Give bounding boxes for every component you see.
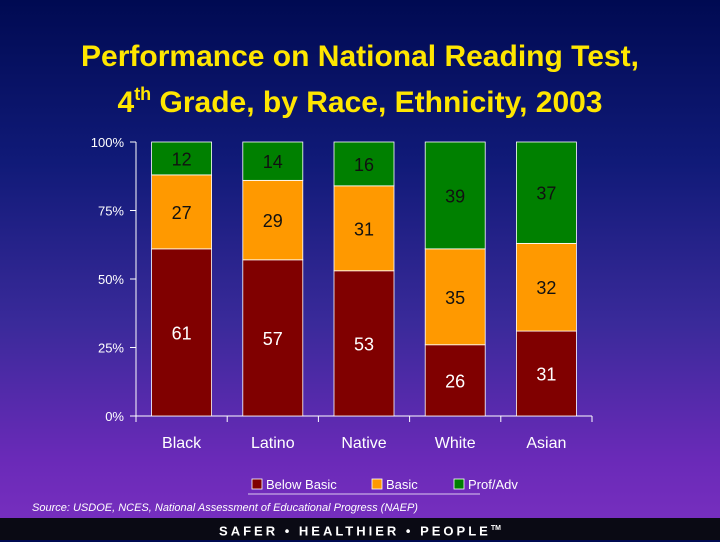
bar-native-prof-adv [333,141,395,187]
bar-latino-basic [242,179,304,261]
x-category-label: Latino [251,435,295,452]
legend-label: Basic [386,477,418,492]
x-category-label: Native [341,435,386,452]
data-label: 57 [263,329,283,349]
source-note: Source: USDOE, NCES, National Assessment… [32,502,418,514]
title-line-2: 4th Grade, by Race, Ethnicity, 2003 [0,80,720,126]
data-label: 26 [445,371,465,391]
data-label: 53 [354,334,374,354]
legend-swatch-basic [371,478,383,490]
bar-native-below-basic [333,270,395,417]
chart-title: Performance on National Reading Test, 4t… [0,34,720,126]
data-label: 32 [536,278,556,298]
data-label: 31 [354,219,374,239]
x-category-label: Asian [526,435,566,452]
title-grade-suffix: th [134,84,152,104]
y-tick-label: 100% [91,135,125,150]
legend-label: Prof/Adv [468,477,518,492]
legend-swatch-below-basic [251,478,263,490]
x-category-label: Black [162,435,202,452]
data-label: 31 [536,365,556,385]
footer-slogan: SAFER • HEALTHIER • PEOPLE [219,523,491,539]
data-label: 37 [536,184,556,204]
bar-white-prof-adv [424,141,486,250]
bar-latino-below-basic [242,259,304,417]
title-line-1: Performance on National Reading Test, [81,40,639,73]
bar-black-prof-adv [151,141,213,176]
bar-white-basic [424,248,486,346]
title-grade-number: 4 [117,86,135,119]
bar-white-below-basic [424,344,486,417]
data-label: 16 [354,155,374,175]
data-label: 29 [263,211,283,231]
y-tick-label: 0% [105,409,124,424]
legend-swatch-prof-adv [453,478,465,490]
bar-latino-prof-adv [242,141,304,181]
data-label: 14 [263,152,283,172]
bar-asian-below-basic [516,330,577,417]
data-label: 61 [172,323,192,343]
bar-asian-prof-adv [516,141,577,244]
bar-asian-basic [516,242,577,332]
data-label: 35 [445,288,465,308]
legend-label: Below Basic [266,477,337,492]
y-tick-label: 25% [98,341,124,356]
data-label: 27 [172,203,192,223]
bar-native-basic [333,185,395,272]
title-line-2-rest: Grade, by Race, Ethnicity, 2003 [151,86,603,119]
y-tick-label: 75% [98,204,124,219]
x-category-label: White [435,435,476,452]
data-label: 39 [445,186,465,206]
data-label: 12 [172,149,192,169]
footer-trademark: TM [490,525,501,532]
y-tick-label: 50% [98,272,124,287]
footer-banner: SAFER • HEALTHIER • PEOPLETM [0,518,720,540]
